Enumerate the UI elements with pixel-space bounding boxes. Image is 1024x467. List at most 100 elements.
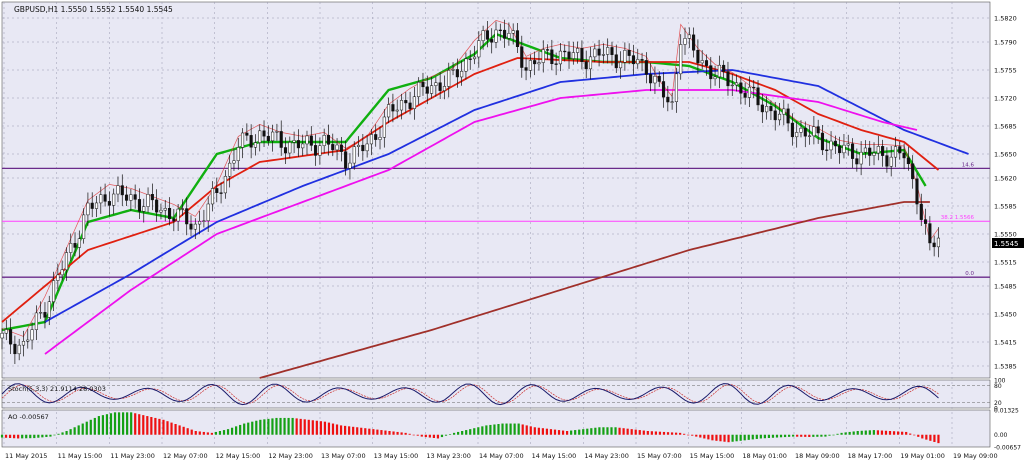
ao-bar-up bbox=[109, 413, 113, 435]
candle-bull bbox=[576, 48, 580, 53]
candle-bear bbox=[421, 81, 425, 88]
ao-bar-down bbox=[707, 434, 710, 440]
ao-bar-up bbox=[824, 434, 827, 437]
candle-bull bbox=[64, 252, 68, 271]
ao-bar-down bbox=[8, 434, 12, 439]
candle-bull bbox=[82, 214, 86, 239]
candle-bull bbox=[60, 269, 64, 276]
ao-bar-down bbox=[683, 433, 686, 435]
ao-bar-down bbox=[808, 434, 811, 437]
ao-bar-down bbox=[549, 429, 553, 435]
candle-bull bbox=[808, 135, 812, 137]
ao-bar-up bbox=[751, 434, 754, 440]
ao-bar-down bbox=[138, 414, 141, 435]
ao-bar-up bbox=[41, 434, 44, 438]
candle-bear bbox=[339, 144, 343, 152]
ao-bar-down bbox=[662, 431, 666, 435]
candle-bull bbox=[99, 194, 103, 204]
ao-bar-up bbox=[844, 432, 847, 435]
candle-bear bbox=[833, 140, 837, 147]
ao-bar-down bbox=[178, 425, 181, 435]
candle-bear bbox=[103, 194, 107, 202]
ao-bar-up bbox=[767, 434, 771, 439]
candle-bull bbox=[4, 329, 8, 334]
candle-bull bbox=[163, 207, 167, 211]
ao-bar-down bbox=[134, 413, 137, 435]
candle-bull bbox=[210, 188, 215, 205]
ao-bar-up bbox=[113, 412, 117, 435]
ao-bar-up bbox=[848, 431, 851, 435]
ao-bar-down bbox=[634, 429, 637, 435]
time-tick-label: 12 May 23:00 bbox=[268, 452, 313, 460]
price-tick-label: 1.5620 bbox=[994, 175, 1017, 183]
time-tick-label: 12 May 15:00 bbox=[216, 452, 261, 460]
candle-bull bbox=[77, 238, 81, 248]
ao-bar-up bbox=[497, 424, 500, 435]
candle-bear bbox=[215, 188, 219, 193]
ao-bar-down bbox=[533, 427, 536, 435]
candle-bear bbox=[726, 71, 730, 87]
ao-bar-up bbox=[263, 419, 266, 435]
price-axis: 1.5820 1.5790 1.5755 1.5720 1.5685 1.5650 1.56… bbox=[994, 15, 1021, 452]
candle-bear bbox=[704, 60, 709, 66]
ao-bar-up bbox=[509, 423, 512, 435]
candle-bear bbox=[631, 55, 636, 65]
candle-bull bbox=[206, 203, 210, 222]
stochastic-title: Stoch(5,3,3) 21.9114 28.0303 bbox=[8, 385, 106, 393]
ao-bar-up bbox=[57, 433, 60, 435]
candle-bear bbox=[391, 104, 395, 112]
candle-bull bbox=[34, 312, 38, 330]
candle-bear bbox=[296, 140, 300, 149]
ao-bar-up bbox=[832, 434, 835, 436]
ao-bar-down bbox=[666, 432, 670, 435]
candle-bear bbox=[90, 202, 94, 209]
candle-bull bbox=[305, 135, 309, 145]
ao-bar-up bbox=[251, 421, 254, 435]
ao-bar-up bbox=[461, 431, 464, 435]
main-pane[interactable] bbox=[1, 1, 991, 379]
ma-red-line bbox=[1, 57, 940, 323]
price-tick-label: 1.5820 bbox=[994, 15, 1017, 23]
candle-bear bbox=[408, 102, 412, 109]
ao-bar-up bbox=[226, 429, 230, 435]
ao-bar-down bbox=[146, 416, 149, 435]
candle-bear bbox=[584, 61, 588, 70]
ao-bar-down bbox=[17, 434, 20, 439]
ao-bar-down bbox=[658, 431, 662, 435]
candle-bull bbox=[51, 280, 56, 302]
candle-bull bbox=[301, 143, 305, 149]
ao-bar-down bbox=[174, 424, 177, 435]
ao-pane[interactable] bbox=[1, 409, 991, 448]
ao-bar-up bbox=[517, 423, 520, 435]
candle-bear bbox=[928, 223, 932, 244]
ao-bar-up bbox=[255, 420, 258, 435]
ao-bar-up bbox=[779, 434, 783, 438]
ao-bar-down bbox=[436, 434, 440, 439]
candle-bear bbox=[490, 39, 494, 43]
candle-bear bbox=[331, 144, 335, 151]
ao-bar-up bbox=[586, 428, 589, 435]
ma-magenta-line bbox=[44, 89, 918, 355]
candle-bull bbox=[735, 82, 739, 86]
candle-bear bbox=[545, 49, 550, 51]
ao-bar-down bbox=[537, 427, 540, 435]
candle-bull bbox=[936, 237, 941, 248]
candle-bear bbox=[666, 96, 670, 103]
candle-bull bbox=[382, 116, 386, 138]
ao-tick-label: 0.00 bbox=[994, 432, 1008, 439]
ao-bar-up bbox=[275, 417, 278, 435]
time-tick-label: 13 May 23:00 bbox=[426, 452, 471, 460]
ao-bar-down bbox=[190, 429, 193, 435]
ao-bar-down bbox=[933, 434, 936, 442]
ao-bar-down bbox=[884, 430, 888, 435]
candle-bull bbox=[653, 75, 657, 84]
horizontal-levels[interactable]: 14.6 38.2 1.5566 0.0 bbox=[2, 162, 990, 278]
stochastic-lines bbox=[1, 383, 990, 406]
ao-bar-down bbox=[416, 434, 419, 436]
ao-bar-up bbox=[493, 424, 496, 435]
ao-bar-up bbox=[570, 430, 573, 435]
ao-bar-down bbox=[170, 422, 173, 435]
candle-bull bbox=[730, 84, 734, 87]
